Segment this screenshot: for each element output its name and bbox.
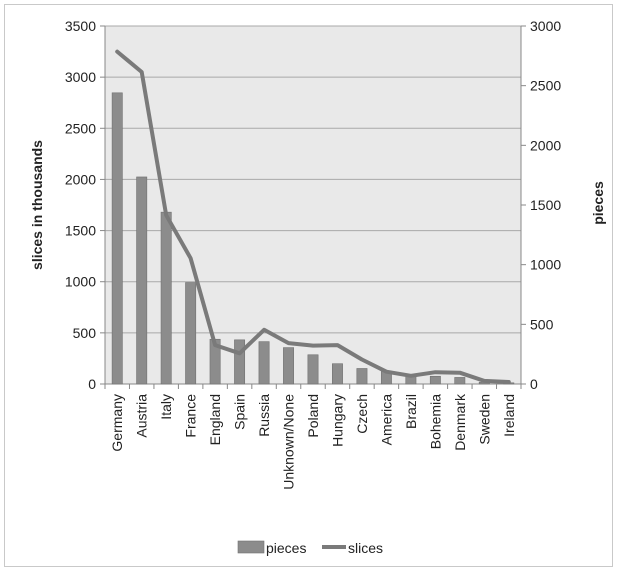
bar <box>258 341 270 385</box>
category-label: Bohemia <box>427 394 443 449</box>
bar <box>429 375 441 385</box>
category-label: England <box>207 394 223 445</box>
category-label: France <box>183 394 199 438</box>
right-tick-label: 0 <box>530 376 538 392</box>
left-tick-label: 1000 <box>65 274 96 290</box>
category-label: Poland <box>305 394 321 438</box>
bar <box>234 339 246 385</box>
legend-swatch-pieces <box>237 540 265 554</box>
bar <box>111 92 123 385</box>
category-labels: Germany Austria Italy France England Spain Rus… <box>109 393 517 490</box>
left-axis-title: slices in thousands <box>29 140 45 270</box>
legend: pieces slices <box>237 540 383 556</box>
right-tick-label: 2000 <box>530 137 561 153</box>
category-label: America <box>378 394 394 446</box>
left-axis-ticks: 0 500 1000 1500 2000 2500 3000 3500 <box>65 18 105 392</box>
bar <box>356 368 368 385</box>
left-tick-label: 0 <box>88 376 96 392</box>
category-label: Czech <box>354 394 370 434</box>
bar <box>332 363 343 385</box>
category-label: Russia <box>256 394 272 437</box>
right-tick-label: 1500 <box>530 197 561 213</box>
category-label: Brazil <box>403 394 419 429</box>
category-label: Ireland <box>501 394 517 437</box>
left-tick-label: 1500 <box>65 223 96 239</box>
bar-series-pieces <box>111 92 515 385</box>
right-tick-label: 3000 <box>530 18 561 34</box>
left-tick-label: 3000 <box>65 69 96 85</box>
right-tick-label: 500 <box>530 316 554 332</box>
left-tick-label: 500 <box>73 325 97 341</box>
category-label: Spain <box>232 394 248 430</box>
category-label: Austria <box>134 394 150 438</box>
right-axis-title: pieces <box>590 181 606 225</box>
bar <box>160 211 172 385</box>
right-tick-label: 1000 <box>530 257 561 273</box>
category-label: Italy <box>158 394 174 420</box>
category-label: Germany <box>109 394 125 452</box>
category-label: Sweden <box>476 394 492 445</box>
bar <box>185 282 197 385</box>
bar <box>307 354 319 385</box>
bar <box>283 347 294 385</box>
legend-label-slices: slices <box>348 540 383 556</box>
bar <box>454 377 466 385</box>
category-label: Denmark <box>452 393 468 451</box>
left-tick-label: 2000 <box>65 171 96 187</box>
line-series-slices <box>115 49 511 384</box>
legend-label-pieces: pieces <box>266 540 306 556</box>
left-tick-label: 3500 <box>65 18 96 34</box>
bar <box>136 176 148 385</box>
right-tick-label: 2500 <box>530 78 561 94</box>
left-tick-label: 2500 <box>65 120 96 136</box>
category-label: Unknown/None <box>281 394 297 490</box>
category-label: Hungary <box>329 394 345 447</box>
right-axis-ticks: 0 500 1000 1500 2000 2500 3000 <box>521 18 561 392</box>
plot-area <box>105 26 521 384</box>
